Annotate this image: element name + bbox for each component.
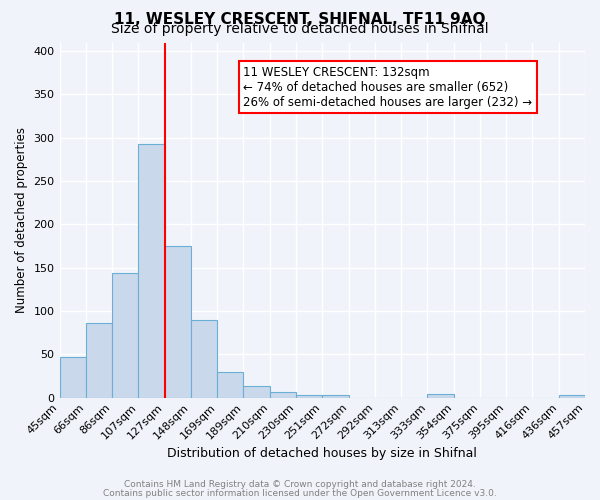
Bar <box>139 144 164 398</box>
Y-axis label: Number of detached properties: Number of detached properties <box>15 127 28 313</box>
Bar <box>112 273 139 398</box>
Bar <box>427 394 454 398</box>
Bar <box>270 392 296 398</box>
Bar <box>559 395 585 398</box>
Bar <box>59 357 86 398</box>
Text: 11, WESLEY CRESCENT, SHIFNAL, TF11 9AQ: 11, WESLEY CRESCENT, SHIFNAL, TF11 9AQ <box>114 12 486 28</box>
Text: 11 WESLEY CRESCENT: 132sqm
← 74% of detached houses are smaller (652)
26% of sem: 11 WESLEY CRESCENT: 132sqm ← 74% of deta… <box>244 66 533 108</box>
Bar <box>217 372 244 398</box>
Text: Contains public sector information licensed under the Open Government Licence v3: Contains public sector information licen… <box>103 488 497 498</box>
Text: Size of property relative to detached houses in Shifnal: Size of property relative to detached ho… <box>111 22 489 36</box>
Bar <box>244 386 270 398</box>
Bar <box>191 320 217 398</box>
Bar <box>322 395 349 398</box>
Bar <box>296 395 322 398</box>
X-axis label: Distribution of detached houses by size in Shifnal: Distribution of detached houses by size … <box>167 447 477 460</box>
Text: Contains HM Land Registry data © Crown copyright and database right 2024.: Contains HM Land Registry data © Crown c… <box>124 480 476 489</box>
Bar <box>86 323 112 398</box>
Bar <box>164 246 191 398</box>
